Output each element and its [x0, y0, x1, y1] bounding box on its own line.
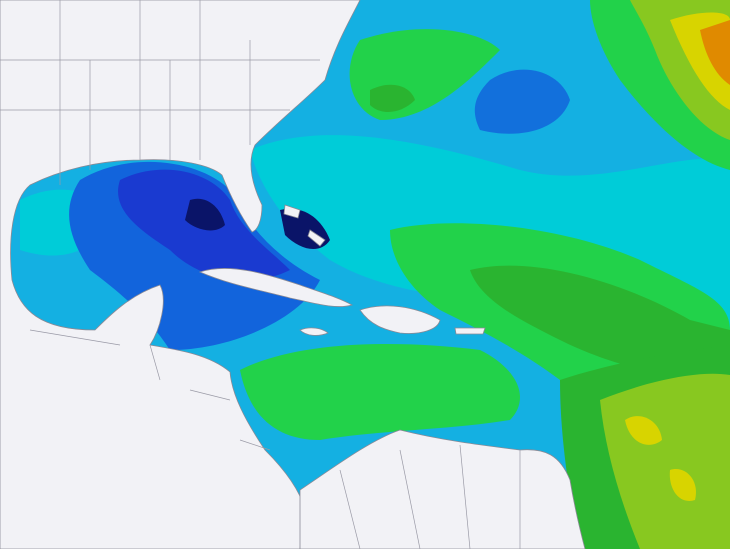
wave-zone-dark-green [370, 84, 415, 112]
state-borders [0, 0, 320, 185]
wave-zone-dark-green [470, 265, 730, 380]
wave-zone-yellow [669, 469, 696, 501]
land-bahamas [307, 229, 326, 247]
wave-zone-orange [700, 20, 730, 85]
wave-zone-navy [185, 198, 225, 231]
land-south-america [299, 429, 586, 549]
land-hispaniola [359, 305, 441, 334]
land-bahamas [283, 204, 301, 219]
country-borders [29, 329, 521, 549]
wave-zone-yellow [625, 416, 662, 445]
land-puerto-rico [454, 327, 486, 335]
land-cuba [198, 268, 354, 307]
wave-zone-blue [474, 69, 570, 134]
wave-zone-green [240, 344, 520, 440]
land-jamaica [299, 327, 329, 336]
